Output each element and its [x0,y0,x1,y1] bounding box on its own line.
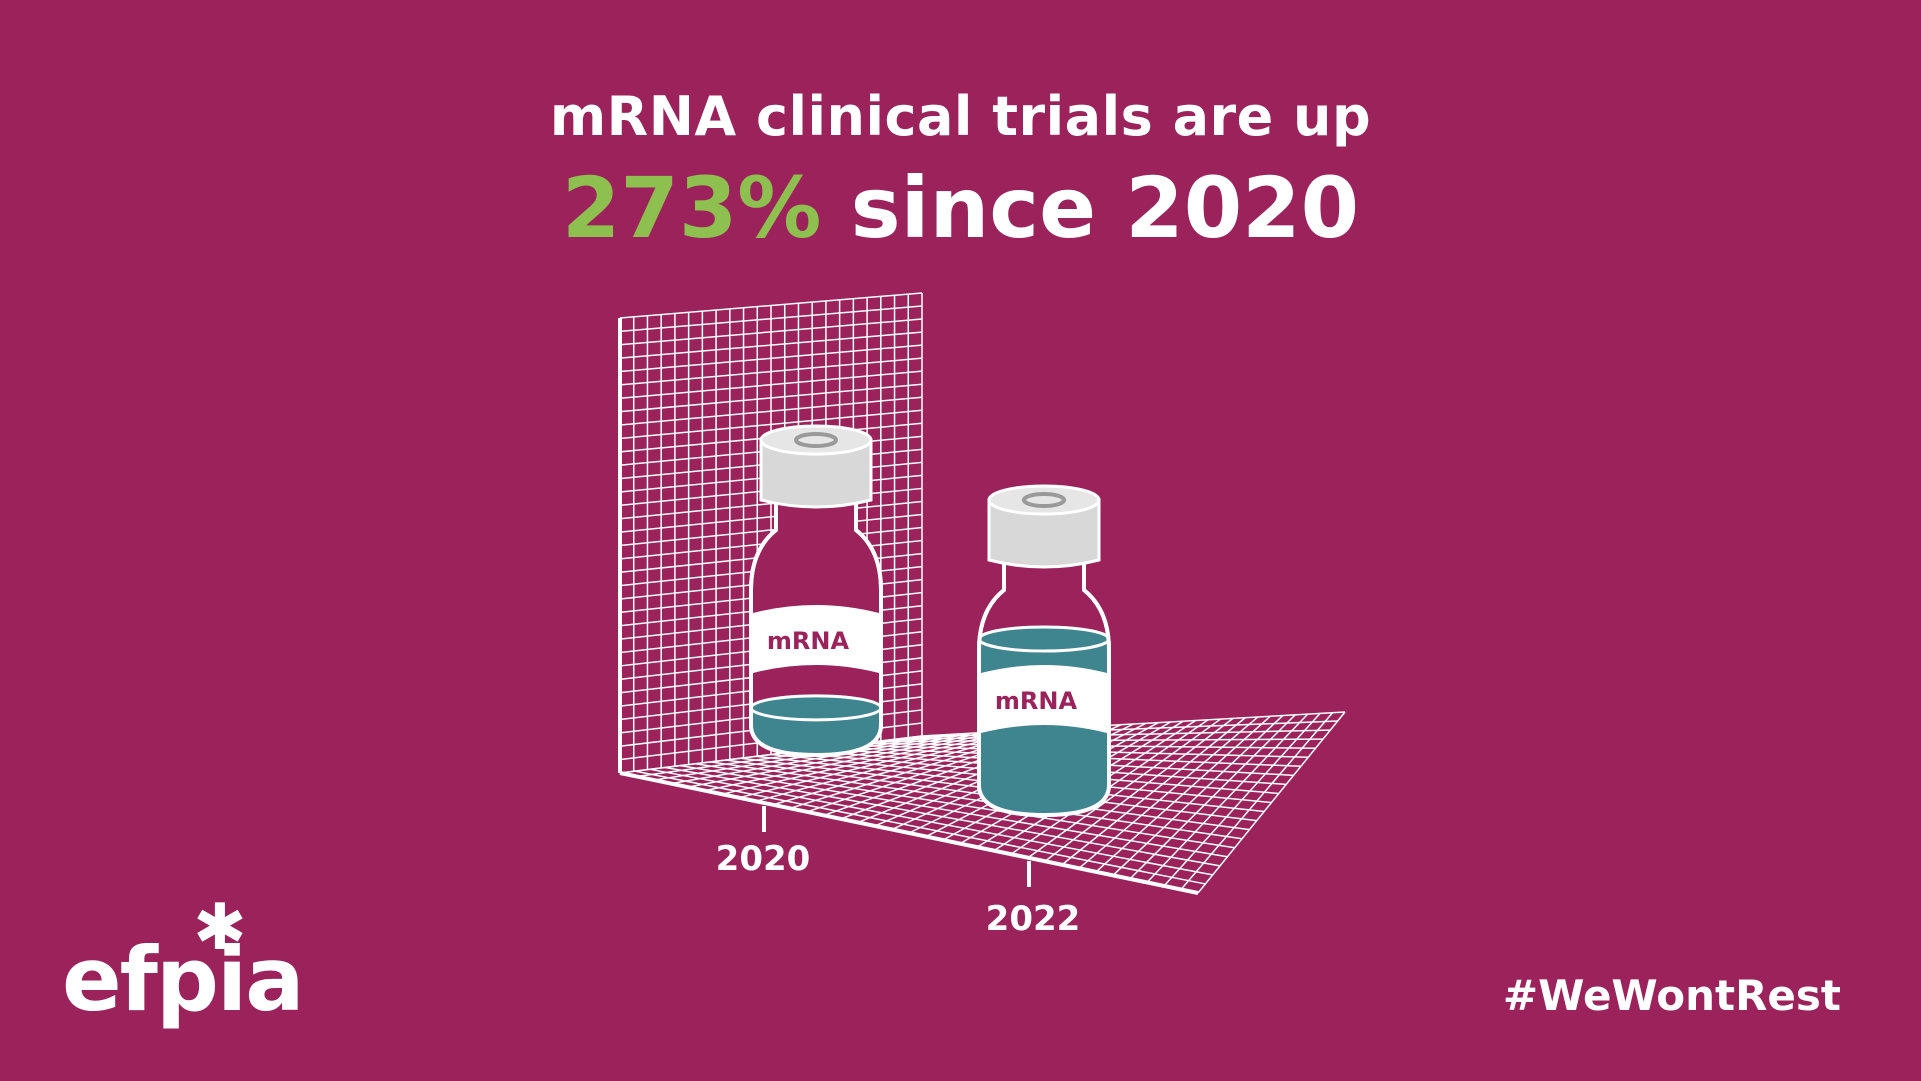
liquid-surface [751,694,881,722]
vial-cap-top [987,484,1101,516]
grid-line [619,344,923,373]
vial-label [753,605,879,673]
grid-line [619,305,923,333]
x-tick-label: 2022 [986,899,1081,939]
asterisk-icon: ✱ [193,891,247,965]
grid-line [619,383,923,413]
vial-cap [987,498,1101,569]
headline-line-2-rest: since 2020 [821,159,1360,257]
grid-line [665,766,1221,867]
vial-liquid [979,625,1109,815]
vial-2022: mRNA [977,484,1111,818]
grid-line [891,729,1331,741]
grid-line [650,768,1213,876]
grid-line [710,761,1243,840]
vial-label-text: mRNA [995,687,1078,715]
grid-line [619,318,923,346]
vial-liquid [751,694,881,755]
chart-grid [618,292,1346,895]
vial-cap-hole [1022,492,1066,508]
grid-line [695,763,1235,849]
grid-line [680,764,1228,858]
vial-cap-hole [794,432,838,448]
grid-line [619,370,923,400]
grid-line [619,292,923,319]
x-axis-line [619,771,1199,895]
chart-vials: mRNA mRNA [749,424,1111,818]
vial-cap [759,438,873,509]
vial-2020: mRNA [749,424,883,758]
vial-label-text: mRNA [767,627,850,655]
vial-cap-top [759,424,873,456]
grid-line [619,513,923,547]
grid-line [619,500,923,533]
highlight-percentage: 273% [561,159,822,257]
headline-line-1: mRNA clinical trials are up [549,85,1372,148]
vial-outline [749,498,883,758]
logo-text: efpia [62,928,305,1031]
grid-line [619,357,923,386]
hashtag: #WeWontRest [1502,971,1841,1020]
chart-ticks: 2020 2022 [716,806,1081,939]
grid-line [634,770,1206,885]
vial-outline [977,558,1111,818]
grid-line [619,331,923,359]
grid-line [619,409,923,440]
liquid-surface [979,625,1109,653]
vial-label [981,665,1107,733]
efpia-logo: efpia ✱ [62,896,305,1031]
grid-line [619,396,923,426]
x-tick-label: 2020 [716,839,811,879]
headline-line-2: 273% since 2020 [0,158,1921,258]
